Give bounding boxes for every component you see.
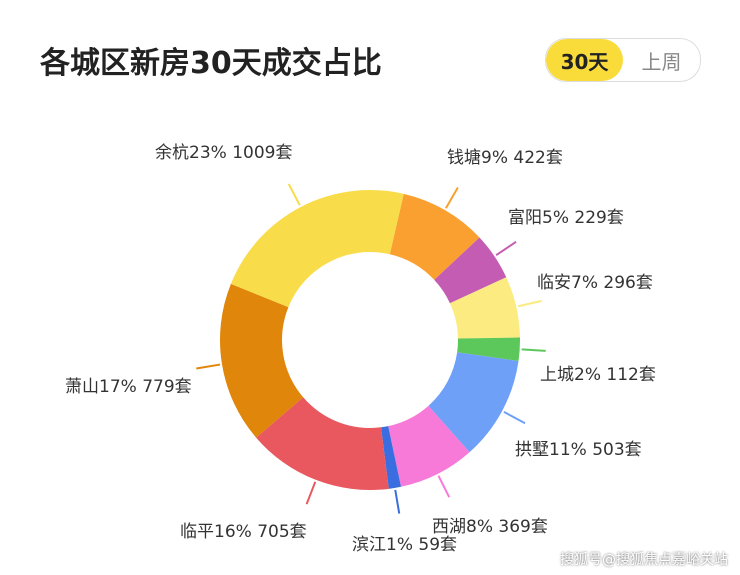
leader-line xyxy=(287,183,301,206)
leader-line xyxy=(517,299,542,308)
leader-line xyxy=(196,363,221,370)
watermark: 搜狐号@搜狐焦点嘉峪关站 xyxy=(560,552,728,568)
donut-segment xyxy=(256,397,389,490)
data-label: 余杭23% 1009套 xyxy=(155,143,292,163)
title: 各城区新房30天成交占比 xyxy=(40,46,382,81)
leader-line xyxy=(521,348,546,352)
data-label: 临平16% 705套 xyxy=(180,522,307,542)
leader-line xyxy=(437,475,451,498)
donut-segment xyxy=(449,277,520,339)
donut-segment xyxy=(389,193,480,280)
data-label: 上城2% 112套 xyxy=(540,365,656,385)
data-label: 钱塘9% 422套 xyxy=(447,148,563,168)
donut-segment xyxy=(381,426,402,489)
leader-line xyxy=(495,240,517,257)
donut-segment xyxy=(428,352,519,453)
donut-segment xyxy=(457,337,520,361)
data-label: 滨江1% 59套 xyxy=(352,535,457,555)
leader-line xyxy=(445,186,459,209)
data-label: 西湖8% 369套 xyxy=(432,517,548,537)
leader-line xyxy=(503,411,526,425)
period-button[interactable]: 上周 xyxy=(641,49,682,74)
leader-line xyxy=(305,481,317,505)
data-label: 富阳5% 229套 xyxy=(508,208,624,228)
period-button[interactable]: 30天 xyxy=(546,39,623,81)
period-toggle: 30天 上周 xyxy=(545,38,701,82)
donut-segment xyxy=(434,237,507,304)
data-label: 拱墅11% 503套 xyxy=(515,440,642,460)
donut-segment xyxy=(219,283,304,438)
data-label: 临安7% 296套 xyxy=(537,273,653,293)
donut-segment xyxy=(388,405,470,487)
leader-line xyxy=(394,489,401,514)
data-label: 萧山17% 779套 xyxy=(65,377,192,397)
donut-segment xyxy=(230,190,404,308)
